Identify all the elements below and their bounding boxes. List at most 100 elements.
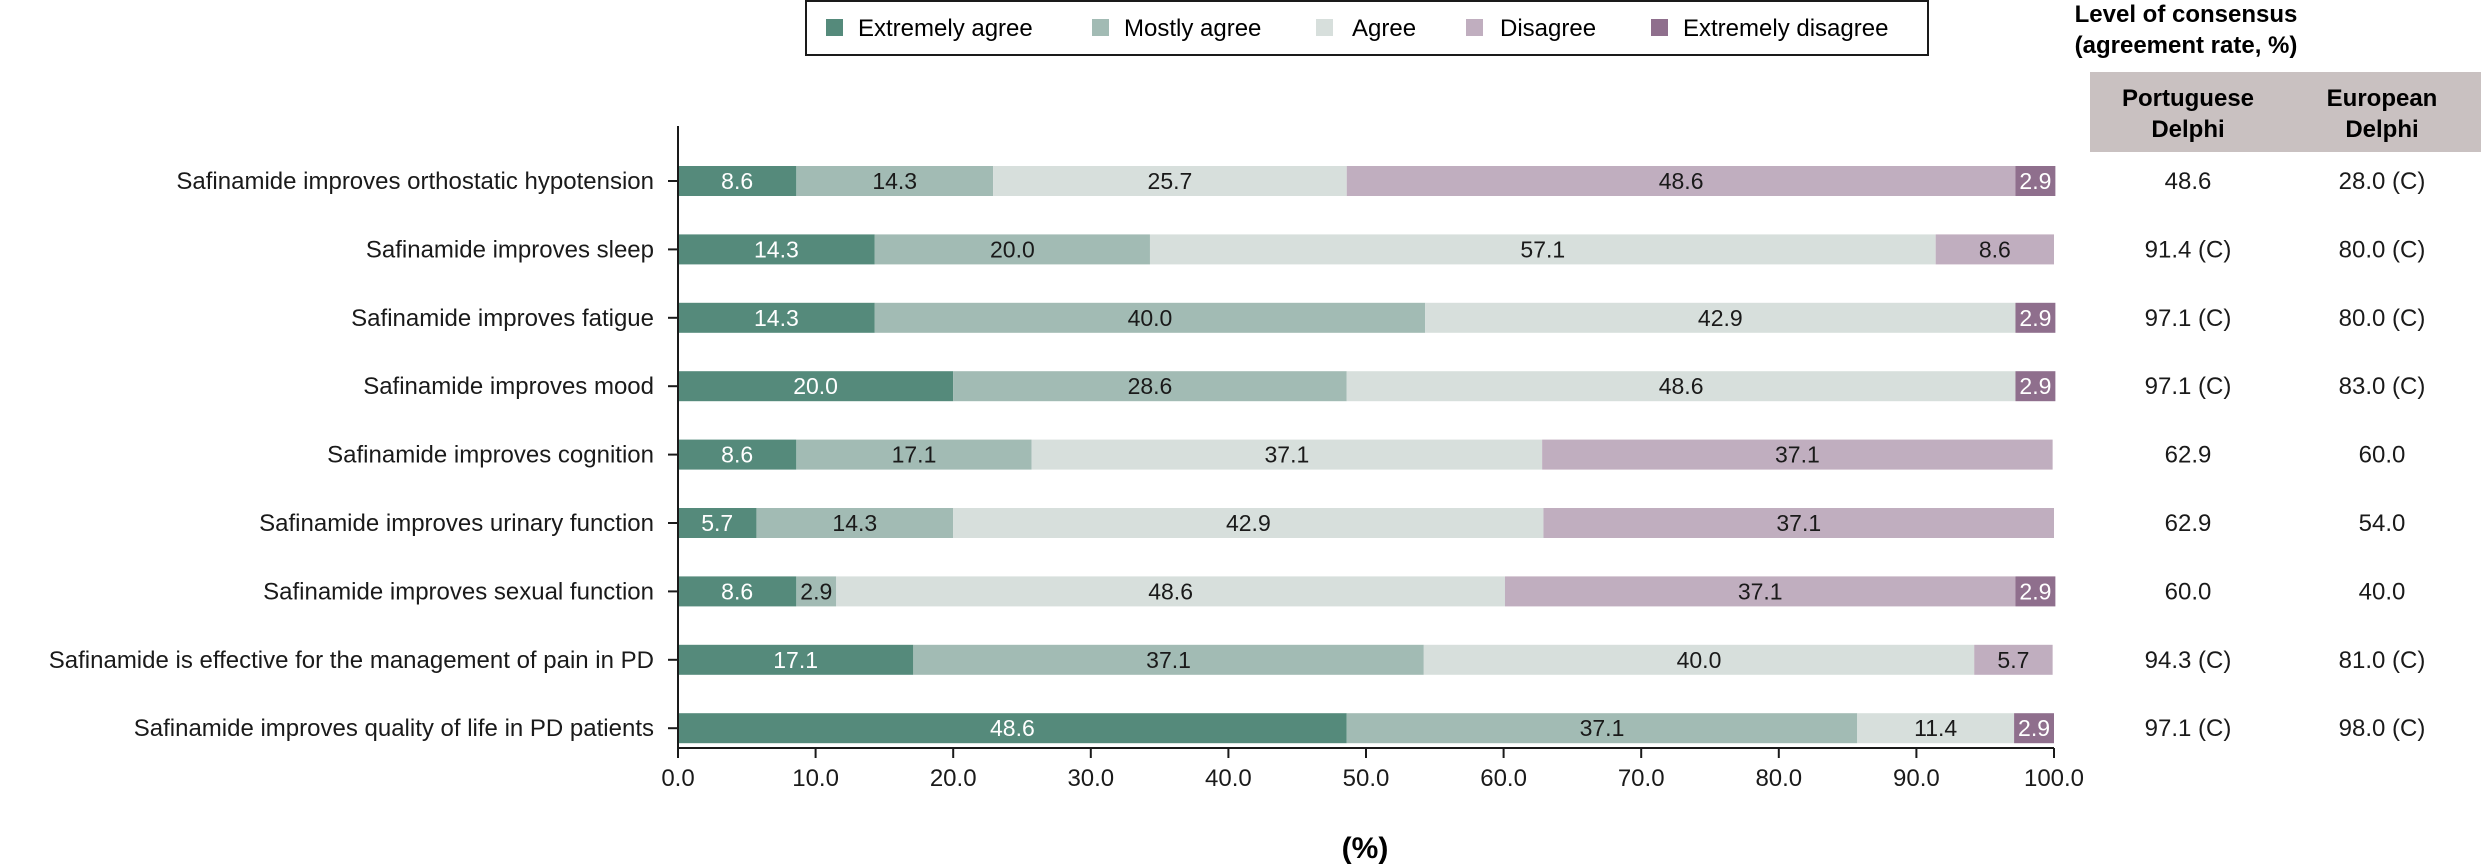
european-delphi-value: 80.0 (C) [2339,305,2426,332]
data-label: 2.9 [2019,373,2051,399]
data-label: 37.1 [1580,715,1625,741]
data-label: 20.0 [793,373,838,399]
data-label: 2.9 [2019,305,2051,331]
category-label: Safinamide improves mood [363,373,654,400]
bar-segment-mostly-agree [796,576,837,607]
data-label: 8.6 [1979,236,2011,262]
data-label: 42.9 [1698,305,1743,331]
bar-segment-agree [1425,302,2016,333]
bar-segment-extremely-agree [678,302,875,333]
bar-segment-extremely-agree [678,576,797,607]
data-label: 17.1 [892,442,937,468]
legend: Extremely agree Mostly agree Agree Disag… [805,0,1929,56]
bar-segment-mostly-agree [913,644,1424,675]
consensus-table-rows: 48.6 91.4 (C) 97.1 (C) 97.1 (C) 62.9 62.9 60.0… [2145,168,2426,742]
bar-segment-mostly-agree [874,234,1150,265]
x-tick-label: 100.0 [2024,765,2084,792]
data-label: 8.6 [721,578,753,604]
bar-segment-mostly-agree [1346,713,1858,744]
data-label: 2.9 [2019,578,2051,604]
plot-area: 8.6 14.3 25.7 48.6 2.9 Safinamide improves or… [49,126,2084,792]
european-delphi-value: 98.0 (C) [2339,715,2426,742]
legend-swatch-disagree [1466,19,1483,36]
data-label: 37.1 [1775,442,1820,468]
x-tick-label: 50.0 [1343,765,1390,792]
bar-segment-agree [1149,234,1936,265]
portuguese-delphi-value: 97.1 (C) [2145,373,2232,400]
x-tick-label: 40.0 [1205,765,1252,792]
header-portuguese-line1: Portuguese [2122,85,2254,112]
data-label: 20.0 [990,236,1035,262]
european-delphi-value: 83.0 (C) [2339,373,2426,400]
data-label: 42.9 [1226,510,1271,536]
category-label: Safinamide improves sleep [366,236,654,263]
legend-swatch-agree [1316,19,1333,36]
consensus-table-header [2090,72,2481,152]
bar-segment-agree [1423,644,1975,675]
european-delphi-value: 80.0 (C) [2339,236,2426,263]
bar-segment-disagree [1974,644,2053,675]
consensus-table: Level of consensus (agreement rate, %) P… [2075,1,2481,742]
data-label: 17.1 [773,647,818,673]
data-label: 5.7 [1997,647,2029,673]
category-label: Safinamide improves cognition [327,442,654,469]
bar-segment-extremely-disagree [2015,166,2056,196]
data-label: 2.9 [800,578,832,604]
portuguese-delphi-value: 60.0 [2165,578,2212,605]
x-tick-label: 20.0 [930,765,977,792]
legend-label-disagree: Disagree [1500,15,1596,42]
portuguese-delphi-value: 91.4 (C) [2145,236,2232,263]
data-label: 48.6 [990,715,1035,741]
data-label: 37.1 [1738,578,1783,604]
data-label: 14.3 [872,168,917,194]
bar-segment-extremely-agree [678,234,875,265]
bar-segment-mostly-agree [953,371,1347,402]
category-label: Safinamide improves urinary function [259,510,654,537]
bar-segment-extremely-agree [678,644,914,675]
portuguese-delphi-value: 97.1 (C) [2145,715,2232,742]
header-european-line1: European [2327,85,2438,112]
bar-segment-mostly-agree [796,439,1032,470]
data-label: 2.9 [2018,715,2050,741]
bar-segment-mostly-agree [874,302,1426,333]
header-portuguese-line2: Delphi [2151,116,2224,143]
category-label: Safinamide is effective for the manageme… [49,647,654,674]
data-label: 37.1 [1264,442,1309,468]
data-label: 48.6 [1659,373,1704,399]
european-delphi-value: 60.0 [2359,442,2406,469]
bar-segment-extremely-disagree [2015,371,2056,402]
data-label: 40.0 [1677,647,1722,673]
bar-segment-extremely-disagree [2014,713,2054,744]
category-label: Safinamide improves fatigue [351,305,654,332]
legend-label-agree: Agree [1352,15,1416,42]
consensus-title-line2: (agreement rate, %) [2075,32,2298,59]
data-label: 14.3 [754,305,799,331]
bar-segment-extremely-agree [678,713,1347,744]
bar-segment-extremely-agree [678,166,797,196]
data-label: 57.1 [1520,236,1565,262]
data-label: 40.0 [1128,305,1173,331]
bar-segment-agree [836,576,1505,607]
bar-segment-disagree [1543,508,2054,538]
legend-label-extremely-disagree: Extremely disagree [1683,15,1888,42]
x-tick-label: 60.0 [1480,765,1527,792]
portuguese-delphi-value: 62.9 [2165,510,2212,537]
legend-label-extremely-agree: Extremely agree [858,15,1033,42]
bar-segment-agree [1346,371,2016,402]
data-label: 14.3 [754,236,799,262]
bar-segment-disagree [1346,166,2016,196]
bar-segment-mostly-agree [796,166,994,196]
bar-segment-mostly-agree [756,508,954,538]
data-label: 14.3 [832,510,877,536]
category-label: Safinamide improves sexual function [263,578,654,605]
bar-segment-agree [1857,713,2015,744]
portuguese-delphi-value: 94.3 (C) [2145,647,2232,674]
data-label: 48.6 [1659,168,1704,194]
bar-segment-extremely-disagree [2015,576,2056,607]
bar-segment-agree [993,166,1347,196]
bar-segment-extremely-agree [678,439,797,470]
bar-segment-disagree [1504,576,2016,607]
data-label: 37.1 [1146,647,1191,673]
x-tick-label: 70.0 [1618,765,1665,792]
